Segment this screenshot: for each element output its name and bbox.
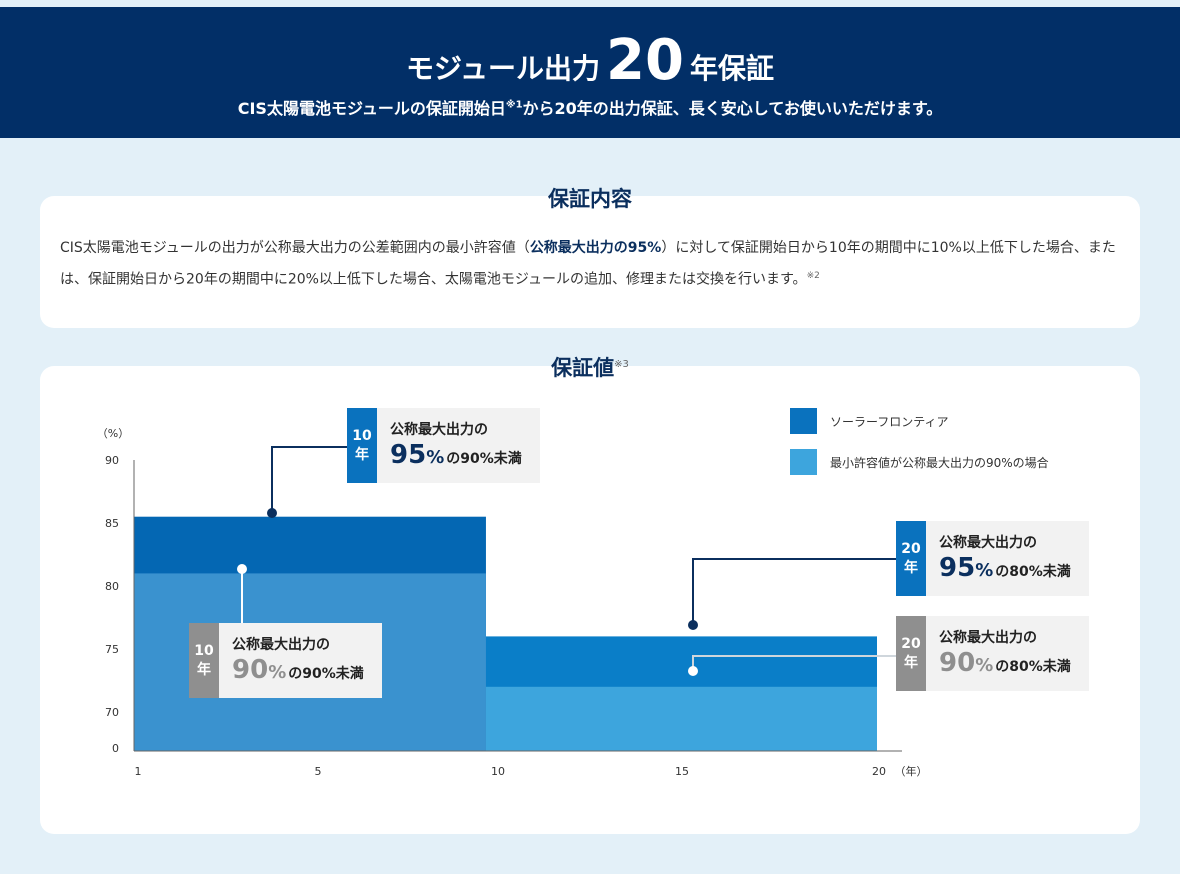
values-title: 保証値※3 <box>0 352 1180 382</box>
hero-subtitle-a: CIS太陽電池モジュールの保証開始日 <box>237 99 506 118</box>
chart-legend: ソーラーフロンティア 最小許容値が公称最大出力の90%の場合 <box>790 408 1049 490</box>
x-axis-label: （年） <box>895 764 928 778</box>
content-text-b: ）に対して保証開始日から10年の期間中に10%以上低下した場合、または、保証開始… <box>60 240 1116 288</box>
y-axis-label: （%） <box>97 427 129 440</box>
y-tick-85: 85 <box>105 517 119 530</box>
x-tick-15: 15 <box>675 765 689 778</box>
callout-pct-sign: % <box>975 560 994 581</box>
callout-tag: 20年 <box>896 616 926 691</box>
callout-10y-90: 10年 公称最大出力の 90% の90%未満 <box>189 623 382 698</box>
legend-item-solar-frontier: ソーラーフロンティア <box>790 408 1049 434</box>
connector-10y-95 <box>271 446 347 513</box>
callout-suffix: の90%未満 <box>446 451 522 467</box>
hero-subtitle: CIS太陽電池モジュールの保証開始日※1から20年の出力保証、長く安心してお使い… <box>0 95 1180 119</box>
marker-10y-90 <box>237 564 247 574</box>
callout-line1: 公称最大出力の <box>939 630 1037 646</box>
y-tick-70: 70 <box>105 706 119 719</box>
y-tick-80: 80 <box>105 580 119 593</box>
callout-pct-sign: % <box>268 662 287 683</box>
callout-line2: 90% の80%未満 <box>939 648 1077 678</box>
hero-banner: モジュール出力 20 年保証 CIS太陽電池モジュールの保証開始日※1から20年… <box>0 7 1180 138</box>
hero-title: モジュール出力 20 年保証 <box>0 27 1180 89</box>
callout-10y-95: 10年 公称最大出力の 95% の90%未満 <box>347 408 540 483</box>
callout-pct: 90 <box>939 648 976 678</box>
y-tick-90: 90 <box>105 454 119 467</box>
marker-10y-95 <box>267 508 277 518</box>
callout-tag: 20年 <box>896 521 926 596</box>
content-title: 保証内容 <box>548 187 632 211</box>
callout-line2: 95% の80%未満 <box>939 553 1077 583</box>
legend-swatch-solar-frontier <box>790 408 817 434</box>
callout-suffix: の80%未満 <box>995 659 1071 675</box>
content-note: ※2 <box>806 271 820 281</box>
callout-suffix: の90%未満 <box>288 666 364 682</box>
hero-title-number: 20 <box>606 28 684 93</box>
content-text: CIS太陽電池モジュールの出力が公称最大出力の公差範囲内の最小許容値（公称最大出… <box>60 234 1125 294</box>
callout-suffix: の80%未満 <box>995 564 1071 580</box>
callout-pct-sign: % <box>426 447 445 468</box>
callout-body: 公称最大出力の 95% の80%未満 <box>926 521 1089 596</box>
y-tick-0: 0 <box>112 742 119 755</box>
x-tick-1: 1 <box>135 765 142 778</box>
content-highlight: 公称最大出力の95% <box>529 240 662 256</box>
values-title-note: ※3 <box>614 359 629 370</box>
hero-title-post: 年保証 <box>689 52 774 85</box>
connector-20y-95 <box>692 558 896 625</box>
x-tick-5: 5 <box>315 765 322 778</box>
callout-20y-90: 20年 公称最大出力の 90% の80%未満 <box>896 616 1089 691</box>
series-min-step-2 <box>485 686 877 751</box>
x-tick-10: 10 <box>491 765 505 778</box>
legend-swatch-min-tolerance <box>790 449 817 475</box>
callout-pct: 95 <box>390 440 427 470</box>
values-title-text: 保証値 <box>551 356 615 380</box>
callout-pct-sign: % <box>975 655 994 676</box>
legend-label-min-tolerance: 最小許容値が公称最大出力の90%の場合 <box>830 455 1049 470</box>
x-tick-20: 20 <box>872 765 886 778</box>
legend-label-solar-frontier: ソーラーフロンティア <box>830 414 949 429</box>
marker-20y-90 <box>688 666 698 676</box>
callout-tag: 10年 <box>189 623 219 698</box>
callout-line1: 公称最大出力の <box>232 637 330 653</box>
content-text-a: CIS太陽電池モジュールの出力が公称最大出力の公差範囲内の最小許容値（ <box>60 240 530 256</box>
hero-subtitle-note: ※1 <box>505 99 523 111</box>
callout-20y-95: 20年 公称最大出力の 95% の80%未満 <box>896 521 1089 596</box>
callout-line1: 公称最大出力の <box>939 535 1037 551</box>
callout-line2: 90% の90%未満 <box>232 655 370 685</box>
hero-title-pre: モジュール出力 <box>406 52 601 85</box>
callout-body: 公称最大出力の 95% の90%未満 <box>377 408 540 483</box>
legend-item-min-tolerance: 最小許容値が公称最大出力の90%の場合 <box>790 449 1049 475</box>
callout-pct: 90 <box>232 655 269 685</box>
y-tick-75: 75 <box>105 643 119 656</box>
content-card: CIS太陽電池モジュールの出力が公称最大出力の公差範囲内の最小許容値（公称最大出… <box>40 196 1140 328</box>
callout-tag: 10年 <box>347 408 377 483</box>
callout-body: 公称最大出力の 90% の80%未満 <box>926 616 1089 691</box>
callout-line2: 95% の90%未満 <box>390 440 528 470</box>
hero-subtitle-b: から20年の出力保証、長く安心してお使いいただけます。 <box>522 99 943 118</box>
callout-line1: 公称最大出力の <box>390 422 488 438</box>
callout-pct: 95 <box>939 553 976 583</box>
marker-20y-95 <box>688 620 698 630</box>
callout-body: 公称最大出力の 90% の90%未満 <box>219 623 382 698</box>
